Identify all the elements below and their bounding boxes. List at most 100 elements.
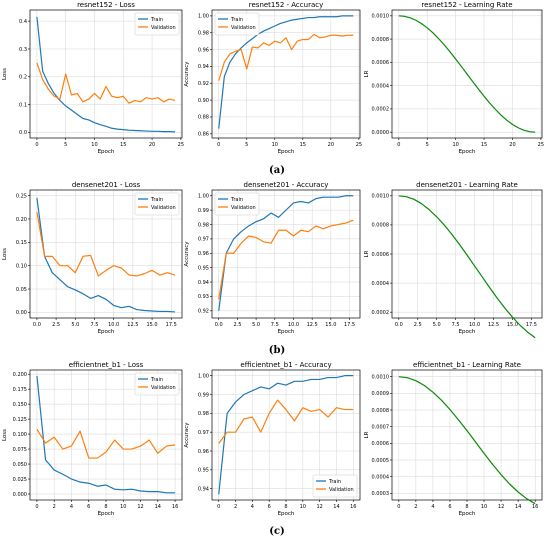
y-tick-label: 0.97	[198, 237, 209, 243]
y-tick-label: 0.98	[198, 411, 209, 417]
chart-panel: densenet201 - Learning Rate 0.0002 0.0004 0…	[364, 181, 543, 339]
chart-title: densenet201 - Accuracy	[244, 181, 329, 189]
x-axis-label: Epoch	[98, 329, 115, 335]
plot-frame	[391, 9, 543, 139]
x-tick-label: 15	[300, 142, 306, 148]
chart-panel: resnet152 - Learning Rate 0.0000 0.0002 0.0…	[364, 1, 544, 155]
chart-title: efficientnet_b1 - Learning Rate	[413, 361, 521, 369]
series-line	[36, 211, 176, 277]
x-tick-label: 12	[137, 504, 143, 510]
x-tick-label: 12.5	[488, 322, 499, 328]
y-axis-label: Loss	[2, 68, 8, 80]
legend-label: Validation	[151, 205, 176, 211]
y-tick-label: 0.20	[16, 217, 27, 223]
y-tick-label: 1.00	[198, 194, 209, 200]
chart-title: resnet152 - Learning Rate	[421, 1, 512, 9]
y-tick-label: 0.0010	[372, 194, 390, 200]
y-axis-label: Accuracy	[184, 61, 190, 87]
y-tick-label: 0.1	[19, 102, 27, 108]
x-tick-label: 5.0	[71, 322, 79, 328]
y-tick-label: 0.0006	[372, 60, 390, 66]
x-tick-label: 0	[217, 504, 220, 510]
plot-frame	[211, 189, 361, 319]
x-tick-label: 5	[64, 142, 67, 148]
x-tick-label: 17.5	[526, 322, 537, 328]
x-axis-label: Epoch	[98, 149, 115, 155]
y-axis-label: Loss	[2, 248, 8, 260]
y-tick-label: 0.0006	[372, 252, 390, 258]
y-tick-label: 0.97	[198, 430, 209, 436]
y-tick-label: 0.2	[19, 75, 27, 81]
y-tick-label: 0.94	[198, 486, 209, 492]
x-tick-label: 5	[245, 142, 248, 148]
x-tick-label: 25	[178, 142, 184, 148]
x-tick-label: 2	[53, 504, 56, 510]
series-line	[398, 195, 536, 339]
x-tick-label: 6	[87, 504, 90, 510]
x-tick-label: 10	[91, 142, 97, 148]
y-tick-label: 0.0006	[372, 441, 390, 447]
y-tick-label: 0.0005	[372, 458, 390, 464]
legend: Train Validation	[134, 12, 180, 36]
y-tick-label: 0.90	[198, 98, 209, 104]
x-tick-label: 10.0	[469, 322, 480, 328]
y-tick-label: 0.075	[13, 447, 27, 453]
legend-label: Train	[230, 17, 243, 23]
x-tick-label: 20	[328, 142, 334, 148]
x-tick-label: 4	[431, 504, 434, 510]
series-line	[36, 197, 176, 313]
plot-frame	[29, 189, 183, 319]
legend-label: Train	[230, 197, 243, 203]
y-tick-label: 0.96	[198, 47, 209, 53]
y-tick-label: 0.88	[198, 115, 209, 121]
x-tick-label: 2.5	[233, 322, 241, 328]
x-tick-label: 0	[35, 142, 38, 148]
y-tick-label: 0.92	[198, 309, 209, 315]
x-tick-label: 7.5	[271, 322, 279, 328]
caption-a: (a)	[269, 165, 285, 176]
legend-label: Train	[328, 479, 341, 485]
y-tick-label: 0.125	[13, 417, 27, 423]
x-tick-label: 2	[414, 504, 417, 510]
x-tick-label: 25	[538, 142, 544, 148]
chart-title: resnet152 - Accuracy	[249, 1, 323, 9]
x-tick-label: 8	[284, 504, 287, 510]
x-axis-label: Epoch	[98, 511, 115, 517]
y-tick-label: 0.0010	[372, 14, 390, 20]
y-tick-label: 0.98	[198, 31, 209, 37]
x-tick-label: 15.0	[507, 322, 518, 328]
y-tick-label: 0.0002	[372, 107, 390, 113]
chart-panel: efficientnet_b1 - Learning Rate 0.0003 0.0…	[364, 361, 543, 517]
y-tick-label: 0.86	[198, 132, 209, 138]
y-tick-label: 0.95	[198, 468, 209, 474]
chart-title: efficientnet_b1 - Loss	[69, 361, 144, 369]
series-line	[36, 62, 176, 104]
x-tick-label: 16	[172, 504, 178, 510]
x-tick-label: 0.0	[395, 322, 403, 328]
y-tick-label: 0.93	[198, 294, 209, 300]
y-tick-label: 0.0010	[372, 374, 390, 380]
y-axis-label: LR	[364, 431, 370, 438]
x-tick-label: 2	[234, 504, 237, 510]
x-tick-label: 16	[350, 504, 356, 510]
y-tick-label: 0.3	[19, 47, 27, 53]
x-tick-label: 10	[272, 142, 278, 148]
series-line	[218, 219, 354, 300]
plot-frame	[29, 369, 183, 501]
x-tick-label: 4	[70, 504, 73, 510]
x-tick-label: 10	[120, 504, 126, 510]
y-tick-label: 0.99	[198, 208, 209, 214]
legend: Train Validation	[214, 192, 260, 216]
y-tick-label: 0.15	[16, 240, 27, 246]
plot-frame	[391, 369, 543, 501]
x-tick-label: 5	[426, 142, 429, 148]
legend-label: Validation	[329, 487, 354, 493]
legend-label: Train	[150, 197, 163, 203]
x-tick-label: 0	[35, 504, 38, 510]
plot-frame	[211, 369, 361, 501]
chart-panel: resnet152 - Loss 0.0 0.1 0.2 0.3 0.4 0 5 10 15 20 2…	[2, 1, 184, 155]
y-tick-label: 0.25	[16, 193, 27, 199]
y-tick-label: 0.0004	[372, 83, 390, 89]
y-tick-label: 0.98	[198, 222, 209, 228]
y-tick-label: 1.00	[198, 373, 209, 379]
